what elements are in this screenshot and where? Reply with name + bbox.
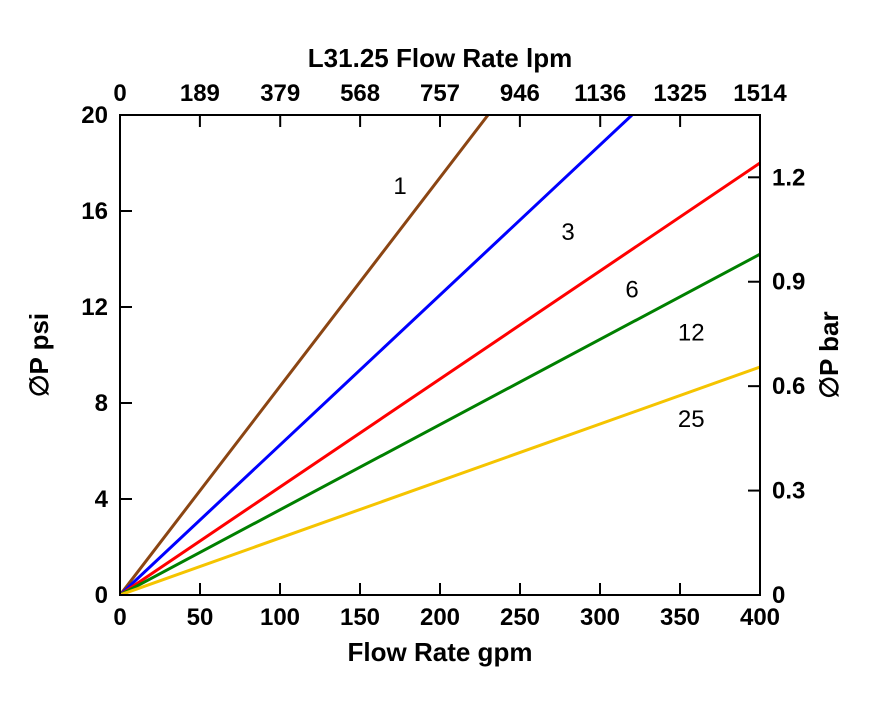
series-label-12: 12 — [678, 320, 705, 347]
xtick-bottom-label: 50 — [187, 604, 214, 631]
xtick-top-label: 1514 — [733, 80, 787, 107]
xtick-top-label: 379 — [260, 80, 300, 107]
series-label-25: 25 — [678, 406, 705, 433]
ytick-left-label: 12 — [81, 294, 108, 321]
ytick-right-label: 0.6 — [772, 373, 805, 400]
ytick-left-label: 8 — [95, 390, 108, 417]
chart-title-top: L31.25 Flow Rate lpm — [308, 43, 572, 73]
series-label-1: 1 — [393, 173, 406, 200]
ytick-left-label: 4 — [95, 486, 109, 513]
ytick-right-label: 0 — [772, 582, 785, 609]
xtick-top-label: 1136 — [574, 80, 626, 107]
xtick-top-label: 568 — [340, 80, 380, 107]
xtick-bottom-label: 300 — [580, 604, 620, 631]
xtick-bottom-label: 100 — [260, 604, 300, 631]
xtick-bottom-label: 150 — [340, 604, 380, 631]
y-axis-left-label: ∅P psi — [24, 313, 54, 397]
x-axis-bottom-label: Flow Rate gpm — [348, 637, 533, 667]
xtick-bottom-label: 200 — [420, 604, 460, 631]
xtick-top-label: 0 — [113, 80, 126, 107]
ytick-left-label: 0 — [95, 582, 108, 609]
ytick-right-label: 0.3 — [772, 478, 805, 505]
xtick-bottom-label: 250 — [500, 604, 540, 631]
ytick-right-label: 0.9 — [772, 269, 805, 296]
ytick-left-label: 16 — [81, 198, 108, 225]
series-label-3: 3 — [561, 219, 574, 246]
xtick-bottom-label: 350 — [660, 604, 700, 631]
chart-container: 050100150200250300350400Flow Rate gpm018… — [0, 0, 886, 702]
xtick-top-label: 189 — [180, 80, 220, 107]
ytick-right-label: 1.2 — [772, 164, 805, 191]
y-axis-right-label: ∅P bar — [814, 311, 844, 398]
xtick-bottom-label: 0 — [113, 604, 126, 631]
xtick-top-label: 1325 — [653, 80, 706, 107]
xtick-top-label: 757 — [420, 80, 460, 107]
series-label-6: 6 — [625, 276, 638, 303]
ytick-left-label: 20 — [81, 102, 108, 129]
xtick-top-label: 946 — [500, 80, 540, 107]
flow-rate-chart: 050100150200250300350400Flow Rate gpm018… — [0, 0, 886, 702]
